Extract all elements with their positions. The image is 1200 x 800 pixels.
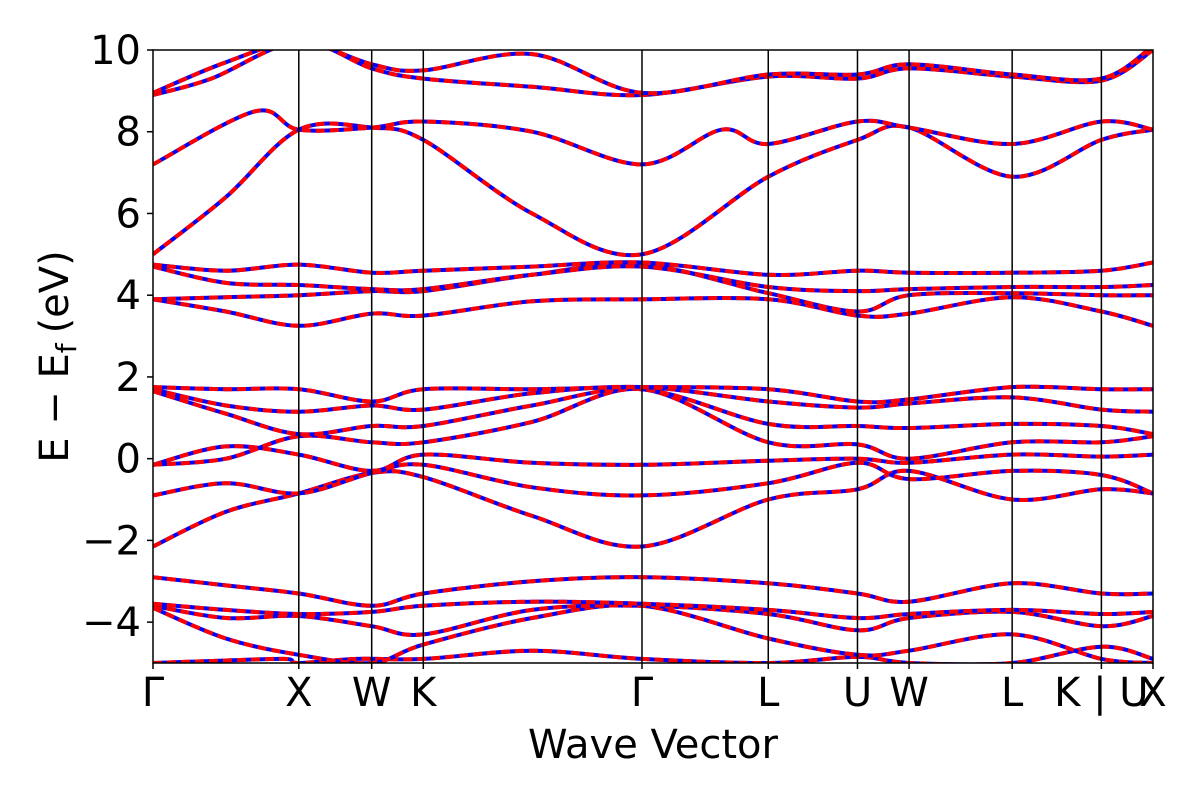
band-4-spin-up [153, 575, 1153, 608]
x-tick-label: K | U [1054, 670, 1148, 716]
band-0-spin-up [153, 644, 1153, 663]
band-7-spin-down [153, 444, 1153, 473]
x-axis-title: Wave Vector [528, 722, 779, 768]
y-tick-label: 4 [116, 273, 141, 319]
y-tick-label: 2 [116, 355, 141, 401]
y-axis-title-subscript: f [50, 342, 83, 353]
plot-frame [152, 49, 1154, 664]
x-tick-label: L [1001, 670, 1024, 716]
y-axis-title-unit: (eV) [32, 250, 78, 333]
band-17-spin-down [153, 108, 1153, 167]
band-7-spin-up [153, 444, 1153, 473]
band-4-spin-down [153, 575, 1153, 608]
x-tick-label: W [352, 670, 392, 716]
band-5-spin-up [153, 468, 1153, 549]
band-9-spin-up [153, 386, 1153, 437]
high-symmetry-lines [298, 50, 1103, 663]
y-axis-title: E − Ef (eV) [32, 250, 83, 463]
x-tick-label: L [757, 670, 780, 716]
band-12-spin-up [153, 295, 1153, 328]
band-12-spin-down [153, 295, 1153, 328]
band-3-spin-down [153, 599, 1153, 621]
x-tick-label: W [889, 670, 929, 716]
y-tick-label: 10 [90, 28, 141, 74]
x-tick-label: K [410, 670, 438, 716]
y-tick-label: 6 [116, 191, 141, 237]
x-tick-label: U [843, 670, 872, 716]
x-tick-label: Γ [631, 670, 654, 716]
y-axis-title-main: E − E [32, 353, 78, 463]
band-6-spin-up [153, 460, 1153, 498]
band-5-spin-down [153, 468, 1153, 549]
y-tick-label: −4 [82, 600, 141, 646]
y-tick-label: −2 [82, 518, 141, 564]
x-tick-label: X [285, 670, 312, 716]
band-16-spin-up [153, 121, 1153, 258]
band-8-spin-up [153, 386, 1153, 467]
band-14-spin-up [153, 264, 1153, 294]
x-tick-label: Γ [142, 670, 165, 716]
bands-layer [153, 50, 1153, 663]
x-tick-label: X [1139, 670, 1166, 716]
y-axis-ticks: −4 −2 0 2 4 6 8 10 [82, 28, 153, 646]
y-tick-label: 8 [116, 110, 141, 156]
y-tick-label: 0 [116, 437, 141, 483]
band-17-spin-up [153, 108, 1153, 167]
